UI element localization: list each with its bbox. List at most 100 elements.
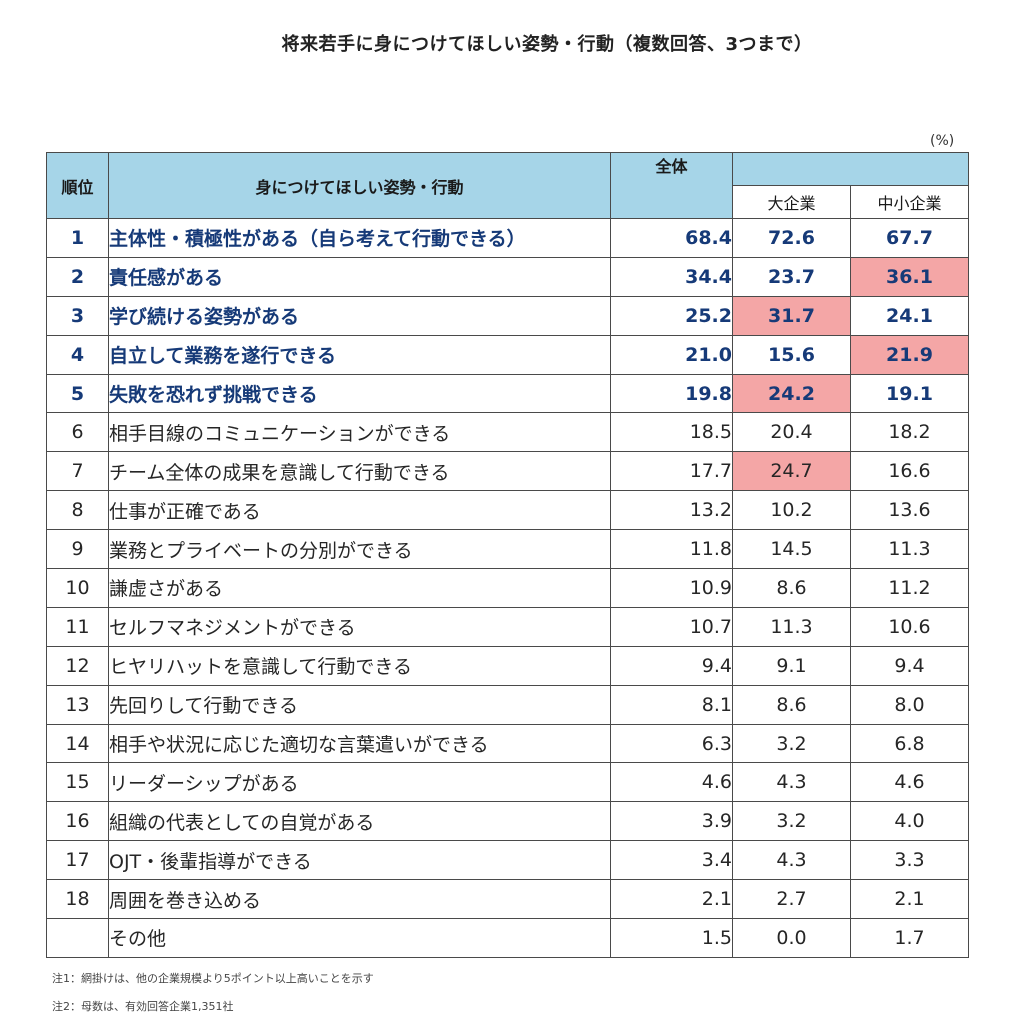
large-company-value-cell: 3.2 <box>732 723 851 764</box>
rank-cell: 9 <box>46 529 109 570</box>
total-value-cell: 21.0 <box>610 334 733 375</box>
ranking-table: 順位 身につけてほしい姿勢・行動 全体 大企業 中小企業 1 主体性・積極性がある… <box>46 152 969 958</box>
sme-value-cell: 67.7 <box>850 218 969 258</box>
item-cell: 先回りして行動できる <box>108 684 611 725</box>
item-cell: チーム全体の成果を意識して行動できる <box>108 451 611 492</box>
total-value-cell: 3.9 <box>610 801 733 842</box>
item-cell: 学び続ける姿勢がある <box>108 295 611 336</box>
large-company-value-cell: 15.6 <box>732 334 851 375</box>
rank-cell: 8 <box>46 490 109 531</box>
item-cell: 組織の代表としての自覚がある <box>108 801 611 842</box>
sme-value-cell: 18.2 <box>850 412 969 453</box>
total-value-cell: 10.9 <box>610 568 733 608</box>
item-cell: リーダーシップがある <box>108 762 611 803</box>
total-value-cell: 3.4 <box>610 840 733 881</box>
rank-cell: 14 <box>46 723 109 764</box>
table-row: 8 仕事が正確である 13.2 10.2 13.6 <box>46 490 969 531</box>
large-company-value-cell: 20.4 <box>732 412 851 453</box>
total-value-cell: 8.1 <box>610 684 733 725</box>
item-cell: 仕事が正確である <box>108 490 611 531</box>
note-1: 注1：網掛けは、他の企業規模より5ポイント以上高いことを示す <box>52 972 374 985</box>
header-total: 全体 <box>610 152 733 219</box>
header-rank: 順位 <box>46 152 109 219</box>
sme-value-cell: 10.6 <box>850 606 969 647</box>
sme-value-cell: 11.2 <box>850 568 969 608</box>
rank-cell <box>46 918 109 958</box>
table-row: 10 謙虚さがある 10.9 8.6 11.2 <box>46 568 969 608</box>
large-company-value-cell: 8.6 <box>732 684 851 725</box>
item-cell: 自立して業務を遂行できる <box>108 334 611 375</box>
rank-cell: 18 <box>46 879 109 920</box>
item-cell: 謙虚さがある <box>108 568 611 608</box>
total-value-cell: 18.5 <box>610 412 733 453</box>
table-body: 1 主体性・積極性がある（自ら考えて行動できる） 68.4 72.6 67.7 2 責任感が… <box>46 218 969 958</box>
sme-value-cell: 2.1 <box>850 879 969 920</box>
sme-value-cell: 3.3 <box>850 840 969 881</box>
table-row: 1 主体性・積極性がある（自ら考えて行動できる） 68.4 72.6 67.7 <box>46 218 969 258</box>
table-row: 11 セルフマネジメントができる 10.7 11.3 10.6 <box>46 606 969 647</box>
item-cell: 責任感がある <box>108 256 611 297</box>
table-row: 16 組織の代表としての自覚がある 3.9 3.2 4.0 <box>46 801 969 842</box>
rank-cell: 10 <box>46 568 109 608</box>
table-row: 5 失敗を恐れず挑戦できる 19.8 24.2 19.1 <box>46 373 969 414</box>
note-2: 注2：母数は、有効回答企業1,351社 <box>52 1000 234 1013</box>
header-sme: 中小企業 <box>850 185 969 219</box>
rank-cell: 3 <box>46 295 109 336</box>
sme-value-cell: 6.8 <box>850 723 969 764</box>
sme-value-cell: 4.0 <box>850 801 969 842</box>
large-company-value-cell: 4.3 <box>732 762 851 803</box>
sme-value-cell: 16.6 <box>850 451 969 492</box>
item-cell: その他 <box>108 918 611 958</box>
table-row: 14 相手や状況に応じた適切な言葉遣いができる 6.3 3.2 6.8 <box>46 723 969 764</box>
large-company-value-cell: 72.6 <box>732 218 851 258</box>
sme-value-cell: 11.3 <box>850 529 969 570</box>
rank-cell: 6 <box>46 412 109 453</box>
item-cell: ヒヤリハットを意識して行動できる <box>108 645 611 686</box>
total-value-cell: 9.4 <box>610 645 733 686</box>
sme-value-cell: 9.4 <box>850 645 969 686</box>
sme-value-cell: 4.6 <box>850 762 969 803</box>
large-company-value-cell: 4.3 <box>732 840 851 881</box>
rank-cell: 4 <box>46 334 109 375</box>
large-company-value-cell: 24.7 <box>732 451 851 492</box>
rank-cell: 5 <box>46 373 109 414</box>
sme-value-cell: 8.0 <box>850 684 969 725</box>
table-row: 9 業務とプライベートの分別ができる 11.8 14.5 11.3 <box>46 529 969 570</box>
table-title: 将来若手に身につけてほしい姿勢・行動（複数回答、3つまで） <box>281 34 813 55</box>
large-company-value-cell: 9.1 <box>732 645 851 686</box>
total-value-cell: 10.7 <box>610 606 733 647</box>
large-company-value-cell: 14.5 <box>732 529 851 570</box>
table-row: 6 相手目線のコミュニケーションができる 18.5 20.4 18.2 <box>46 412 969 453</box>
total-value-cell: 17.7 <box>610 451 733 492</box>
total-value-cell: 68.4 <box>610 218 733 258</box>
table-row: 18 周囲を巻き込める 2.1 2.7 2.1 <box>46 879 969 920</box>
item-cell: OJT・後輩指導ができる <box>108 840 611 881</box>
sme-value-cell: 36.1 <box>850 256 969 297</box>
large-company-value-cell: 11.3 <box>732 606 851 647</box>
rank-cell: 15 <box>46 762 109 803</box>
header-large: 大企業 <box>732 185 851 219</box>
item-cell: 主体性・積極性がある（自ら考えて行動できる） <box>108 218 611 258</box>
large-company-value-cell: 24.2 <box>732 373 851 414</box>
large-company-value-cell: 8.6 <box>732 568 851 608</box>
sme-value-cell: 19.1 <box>850 373 969 414</box>
total-value-cell: 11.8 <box>610 529 733 570</box>
total-value-cell: 19.8 <box>610 373 733 414</box>
sme-value-cell: 21.9 <box>850 334 969 375</box>
table-row: 15 リーダーシップがある 4.6 4.3 4.6 <box>46 762 969 803</box>
total-value-cell: 6.3 <box>610 723 733 764</box>
sme-value-cell: 24.1 <box>850 295 969 336</box>
table-row: 7 チーム全体の成果を意識して行動できる 17.7 24.7 16.6 <box>46 451 969 492</box>
table-row: 4 自立して業務を遂行できる 21.0 15.6 21.9 <box>46 334 969 375</box>
total-value-cell: 34.4 <box>610 256 733 297</box>
total-value-cell: 1.5 <box>610 918 733 958</box>
table-row: 3 学び続ける姿勢がある 25.2 31.7 24.1 <box>46 295 969 336</box>
total-value-cell: 4.6 <box>610 762 733 803</box>
total-value-cell: 2.1 <box>610 879 733 920</box>
item-cell: 失敗を恐れず挑戦できる <box>108 373 611 414</box>
item-cell: 業務とプライベートの分別ができる <box>108 529 611 570</box>
large-company-value-cell: 31.7 <box>732 295 851 336</box>
rank-cell: 17 <box>46 840 109 881</box>
table-row: 17 OJT・後輩指導ができる 3.4 4.3 3.3 <box>46 840 969 881</box>
total-value-cell: 13.2 <box>610 490 733 531</box>
